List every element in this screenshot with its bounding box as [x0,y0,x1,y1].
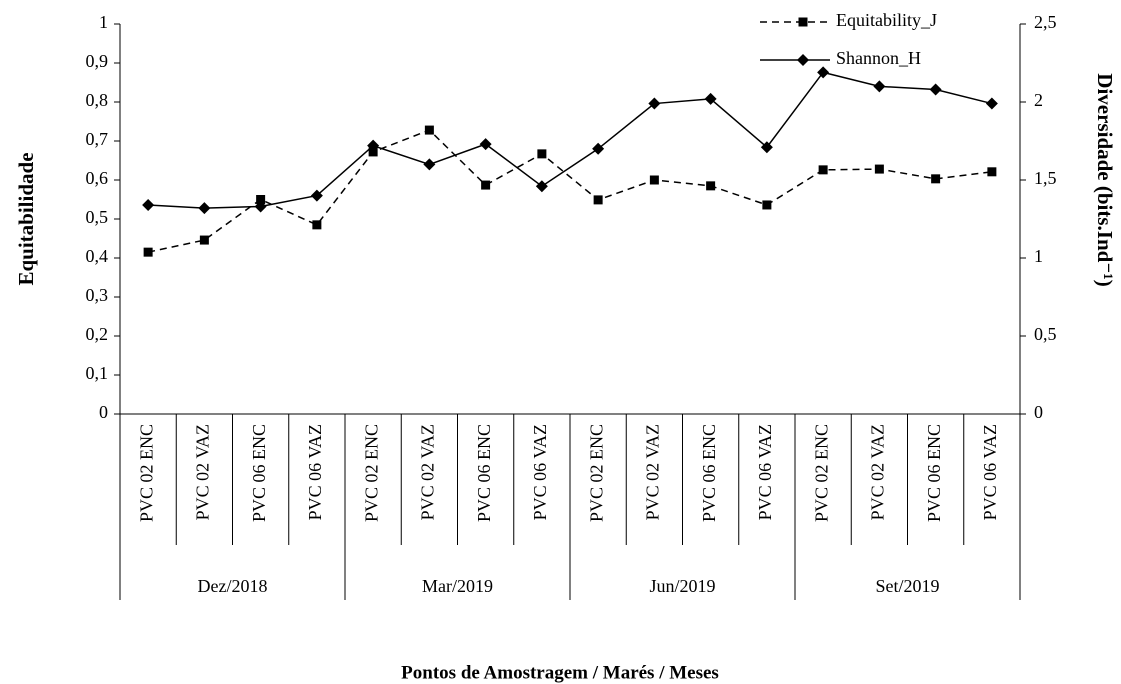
x-tick-label: PVC 02 VAZ [418,424,438,520]
y-tick-label: 0,8 [86,90,109,110]
x-tick-label: PVC 02 ENC [136,424,156,522]
y-tick-label: 0 [99,402,108,422]
x-tick-label: PVC 02 VAZ [193,424,213,520]
y-tick-label: 0,3 [86,285,109,305]
marker [535,180,548,193]
x-tick-label: PVC 06 ENC [474,424,494,522]
y2-tick-label: 1,5 [1034,168,1057,188]
x-axis-title: Pontos de Amostragem / Marés / Meses [401,662,719,683]
marker [310,189,323,202]
y-tick-label: 0,4 [86,246,109,266]
marker [198,202,211,215]
x-tick-label: PVC 06 VAZ [980,424,1000,520]
x-tick-label: PVC 02 VAZ [868,424,888,520]
marker [649,175,659,185]
group-label: Mar/2019 [422,576,493,596]
y-tick-label: 0,1 [86,363,109,383]
legend-marker [797,54,809,66]
marker [704,92,717,105]
legend-label: Equitability_J [836,10,937,30]
marker [873,80,886,93]
x-tick-label: PVC 06 VAZ [305,424,325,520]
group-label: Set/2019 [875,576,939,596]
y-axis-title: Equitabilidade [14,152,38,285]
legend-marker [798,17,808,27]
marker [818,165,828,175]
marker [929,83,942,96]
marker [648,97,661,110]
marker [706,181,716,191]
y2-tick-label: 1 [1034,246,1043,266]
marker [762,200,772,210]
y2-tick-label: 0 [1034,402,1043,422]
y-tick-label: 0,2 [86,324,109,344]
legend-label: Shannon_H [836,48,921,68]
marker [368,147,378,157]
marker [987,167,997,177]
marker [593,195,603,205]
group-label: Dez/2018 [198,576,268,596]
marker [312,220,322,230]
marker [423,158,436,171]
y2-tick-label: 2 [1034,90,1043,110]
marker [367,139,380,152]
marker [479,138,492,151]
group-label: Jun/2019 [649,576,715,596]
series-line [148,71,993,209]
y-tick-label: 1 [99,12,108,32]
y-tick-label: 0,5 [86,207,109,227]
y2-axis-title: Diversidade (bits.Ind⁻¹) [1093,73,1117,286]
marker [874,164,884,174]
marker [537,149,547,159]
x-tick-label: PVC 02 ENC [586,424,606,522]
y2-tick-label: 2,5 [1034,12,1057,32]
marker [143,247,153,257]
y-tick-label: 0,6 [86,168,109,188]
x-tick-label: PVC 02 VAZ [643,424,663,520]
marker [760,141,773,154]
marker [254,200,267,213]
series-line [147,129,992,253]
y-tick-label: 0,7 [86,129,109,149]
x-tick-label: PVC 06 ENC [249,424,269,522]
marker [481,180,491,190]
y-tick-label: 0,9 [86,51,109,71]
x-tick-label: PVC 06 ENC [699,424,719,522]
x-tick-label: PVC 02 ENC [361,424,381,522]
marker [256,195,266,204]
marker [817,66,830,79]
marker [592,142,605,155]
marker [424,125,434,135]
marker [199,235,209,245]
marker [142,198,155,211]
x-tick-label: PVC 06 ENC [924,424,944,522]
y2-tick-label: 0,5 [1034,324,1057,344]
marker [985,97,998,110]
x-tick-label: PVC 06 VAZ [755,424,775,520]
x-tick-label: PVC 02 ENC [811,424,831,522]
marker [931,174,941,184]
x-tick-label: PVC 06 VAZ [530,424,550,520]
